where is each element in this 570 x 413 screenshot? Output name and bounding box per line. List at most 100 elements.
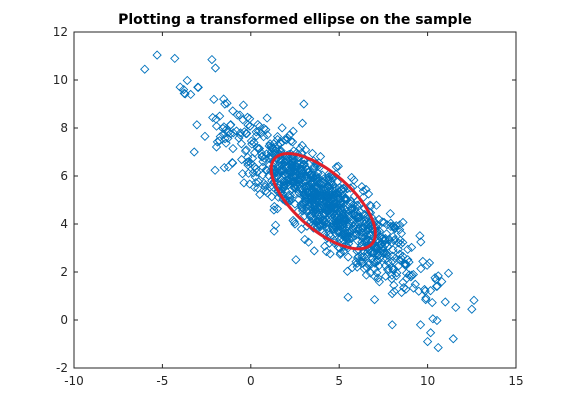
scatter-point <box>380 233 390 244</box>
scatter-point <box>258 132 269 142</box>
scatter-point <box>241 145 251 155</box>
scatter-point <box>333 190 343 200</box>
scatter-point <box>342 235 352 245</box>
scatter-point <box>398 217 408 228</box>
scatter-point <box>260 182 270 192</box>
scatter-point <box>359 264 369 274</box>
scatter-point <box>419 284 430 295</box>
scatter-point <box>304 206 314 216</box>
scatter-point <box>245 121 255 131</box>
scatter-point <box>369 256 379 267</box>
scatter-point <box>372 268 382 278</box>
scatter-point <box>407 270 417 280</box>
scatter-point <box>314 219 324 229</box>
scatter-point <box>379 217 389 228</box>
scatter-point <box>243 160 253 170</box>
scatter-point <box>334 187 345 197</box>
scatter-point <box>307 213 318 223</box>
scatter-point <box>361 184 371 195</box>
scatter-point <box>225 129 236 139</box>
scatter-point <box>200 131 210 141</box>
scatter-point <box>236 139 247 149</box>
scatter-point <box>346 172 357 183</box>
scatter-point <box>238 100 249 110</box>
scatter-point <box>178 84 189 95</box>
scatter-point <box>290 161 300 171</box>
scatter-point <box>336 203 346 213</box>
scatter-point <box>401 260 411 271</box>
scatter-point <box>322 203 332 213</box>
scatter-point <box>347 209 358 219</box>
scatter-point <box>210 63 221 73</box>
scatter-point <box>430 273 440 283</box>
scatter-point <box>353 251 363 262</box>
scatter-point <box>285 196 296 206</box>
scatter-point <box>345 226 355 236</box>
scatter-point <box>418 256 428 267</box>
scatter-point <box>235 110 245 120</box>
scatter-point <box>325 249 335 259</box>
scatter-point <box>228 128 238 138</box>
scatter-point <box>362 226 373 236</box>
scatter-point <box>220 99 230 109</box>
scatter-point <box>401 268 412 278</box>
scatter-point <box>317 186 327 196</box>
scatter-point <box>387 256 398 266</box>
scatter-point <box>352 258 363 268</box>
scatter-point <box>319 215 329 225</box>
scatter-point <box>251 164 261 174</box>
scatter-point <box>285 190 295 200</box>
scatter-point <box>251 127 261 137</box>
scatter-point <box>329 235 339 246</box>
scatter-point <box>408 283 419 293</box>
scatter-point <box>371 200 382 210</box>
scatter-point <box>295 184 306 194</box>
scatter-point <box>277 165 288 175</box>
scatter-point <box>269 226 279 236</box>
scatter-point <box>387 270 397 280</box>
scatter-point <box>290 219 300 229</box>
scatter-point <box>347 233 357 243</box>
scatter-point <box>228 106 238 116</box>
scatter-point <box>424 258 435 268</box>
scatter-point <box>297 118 308 128</box>
scatter-point <box>333 161 343 171</box>
scatter-point <box>193 82 203 92</box>
plot-area-frame <box>73 31 517 369</box>
scatter-point <box>220 125 231 135</box>
scatter-point <box>258 170 268 180</box>
scatter-point <box>293 181 303 191</box>
scatter-point <box>427 297 437 308</box>
scatter-point <box>243 120 253 130</box>
scatter-point <box>330 200 340 210</box>
y-tick-label: 8 <box>60 121 68 135</box>
scatter-point <box>414 286 424 296</box>
scatter-point <box>249 137 259 148</box>
scatter-point <box>307 178 318 189</box>
scatter-point <box>152 50 162 60</box>
scatter-point <box>399 282 409 293</box>
scatter-point <box>294 194 304 205</box>
scatter-point <box>292 161 302 171</box>
scatter-point <box>314 186 324 196</box>
scatter-point <box>422 260 432 270</box>
scatter-point <box>327 203 337 213</box>
scatter-point <box>422 336 433 347</box>
scatter-point <box>373 250 383 260</box>
scatter-point <box>269 178 279 188</box>
scatter-point <box>258 156 268 167</box>
y-tick-label: -2 <box>56 361 68 375</box>
scatter-point <box>344 210 354 221</box>
scatter-point <box>330 211 340 221</box>
scatter-point <box>309 199 319 209</box>
scatter-point <box>289 166 299 177</box>
scatter-point <box>277 123 287 133</box>
scatter-point <box>392 268 402 278</box>
scatter-point <box>288 215 298 226</box>
scatter-point <box>231 126 242 136</box>
scatter-point <box>396 228 407 239</box>
scatter-point <box>249 148 260 158</box>
scatter-point <box>393 244 403 254</box>
scatter-point <box>296 224 307 234</box>
scatter-point <box>235 128 246 138</box>
